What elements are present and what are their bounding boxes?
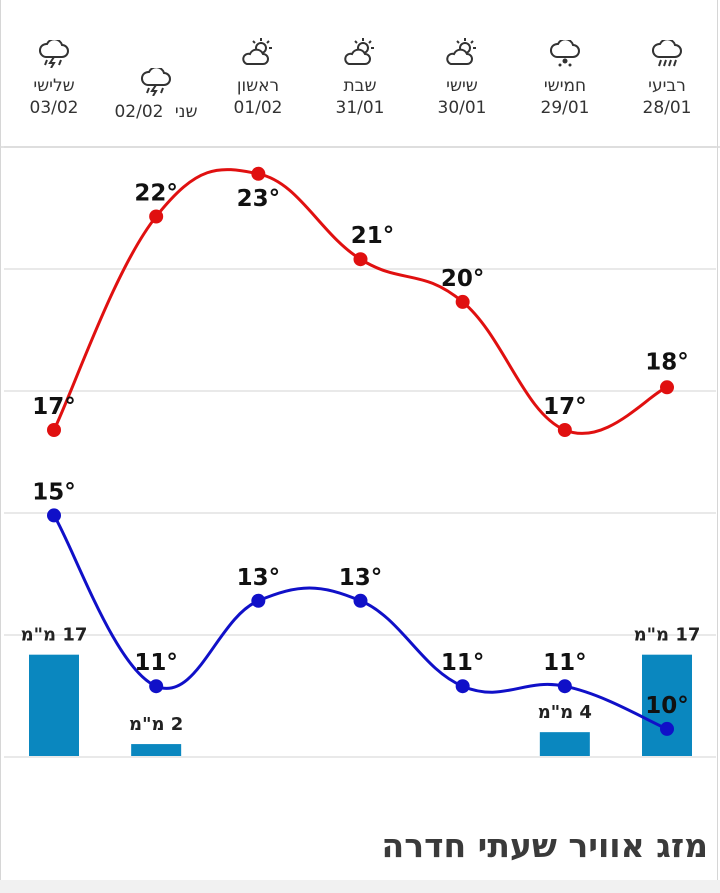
series-1-label-3: 13° xyxy=(339,565,383,591)
precip-label-0: 17 מ"מ xyxy=(634,625,701,646)
day-name: ראשון xyxy=(236,76,280,96)
series-1-label-6: 15° xyxy=(32,479,76,505)
series-0-label-3: 21° xyxy=(351,223,395,249)
precip-bar-1 xyxy=(539,732,590,756)
day-date: 28/01 xyxy=(642,98,692,118)
precip-bar-0 xyxy=(642,654,692,756)
series-0-label-0: 18° xyxy=(645,349,689,375)
day-date: 31/01 xyxy=(335,98,385,118)
day-column-2: שישי 30/01 xyxy=(412,36,512,118)
series-0-point-4 xyxy=(251,166,266,181)
series-1-point-1 xyxy=(557,679,572,694)
partly-cloudy-icon xyxy=(412,36,512,72)
series-0-point-1 xyxy=(557,423,572,437)
thunderstorm-icon xyxy=(4,38,104,72)
precip-label-6: 17 מ"מ xyxy=(21,625,88,646)
partly-cloudy-icon xyxy=(208,36,308,72)
day-column-5: שני 02/02 xyxy=(96,66,216,122)
series-0-label-1: 17° xyxy=(543,394,587,420)
series-0-point-3 xyxy=(353,252,368,267)
series-0-label-5: 22° xyxy=(134,181,178,207)
series-1-label-2: 11° xyxy=(441,650,485,676)
partly-cloudy-icon xyxy=(310,36,410,72)
day-date: 30/01 xyxy=(437,98,487,118)
series-1-point-5 xyxy=(149,679,164,694)
day-date: 03/02 xyxy=(29,98,79,118)
day-date: 01/02 xyxy=(233,98,283,118)
day-name: רביעי xyxy=(648,76,686,96)
day-column-0: רביעי 28/01 xyxy=(617,38,717,118)
precip-label-5: 2 מ"מ xyxy=(129,714,183,735)
day-name: חמישי xyxy=(543,76,587,96)
precipitation-bars: 17 מ"מ 4 מ"מ 2 מ"מ 17 מ"מ xyxy=(21,625,701,756)
series-1-label-1: 11° xyxy=(543,650,587,676)
series-0-point-0 xyxy=(660,380,674,395)
series-0-label-2: 20° xyxy=(441,266,485,292)
rain-icon xyxy=(617,38,717,72)
series-1-label-4: 13° xyxy=(237,565,281,591)
day-name: שבת xyxy=(343,76,377,96)
day-column-4: ראשון 01/02 xyxy=(208,36,308,118)
day-column-3: שבת 31/01 xyxy=(310,36,410,118)
precip-bar-6 xyxy=(29,654,79,756)
day-name: שישי xyxy=(446,76,478,96)
series-0-point-5 xyxy=(149,209,164,224)
series-0-point-6 xyxy=(47,423,61,437)
series-line-1 xyxy=(52,514,668,731)
series-1-label-0: 10° xyxy=(645,693,689,719)
bottom-strip xyxy=(0,880,720,893)
series-1-point-2 xyxy=(455,679,470,694)
series-1-point-4 xyxy=(251,593,266,608)
series-1-point-3 xyxy=(353,593,368,608)
day-date: 02/02 xyxy=(114,102,164,122)
series-0-point-2 xyxy=(455,294,470,309)
day-name: שני xyxy=(174,102,198,122)
temperature-chart: 17 מ"מ 4 מ"מ 2 מ"מ 17 מ"מ 18° 17° 20° 21° 23° 22… xyxy=(0,146,720,758)
day-column-1: חמישי 29/01 xyxy=(515,38,615,118)
thunderstorm-icon xyxy=(96,66,216,100)
precip-bar-5 xyxy=(131,744,182,756)
series-0-label-4: 23° xyxy=(237,186,281,212)
footer-title: מזג אוויר שעתי חדרה xyxy=(381,826,708,865)
day-name: שלישי xyxy=(33,76,75,96)
series-1-label-5: 11° xyxy=(134,650,178,676)
gridlines xyxy=(0,146,720,758)
series-0-label-6: 17° xyxy=(32,394,76,420)
day-column-6: שלישי 03/02 xyxy=(4,38,104,118)
drizzle-icon xyxy=(515,38,615,72)
series-1-point-6 xyxy=(47,508,61,523)
series-1-point-0 xyxy=(660,721,674,736)
temperature-lines: 18° 17° 20° 21° 23° 22° 17° 10° 11° 11° 13° 13° 11° 1… xyxy=(32,166,689,736)
precip-label-1: 4 מ"מ xyxy=(538,702,592,723)
day-date: 29/01 xyxy=(540,98,590,118)
